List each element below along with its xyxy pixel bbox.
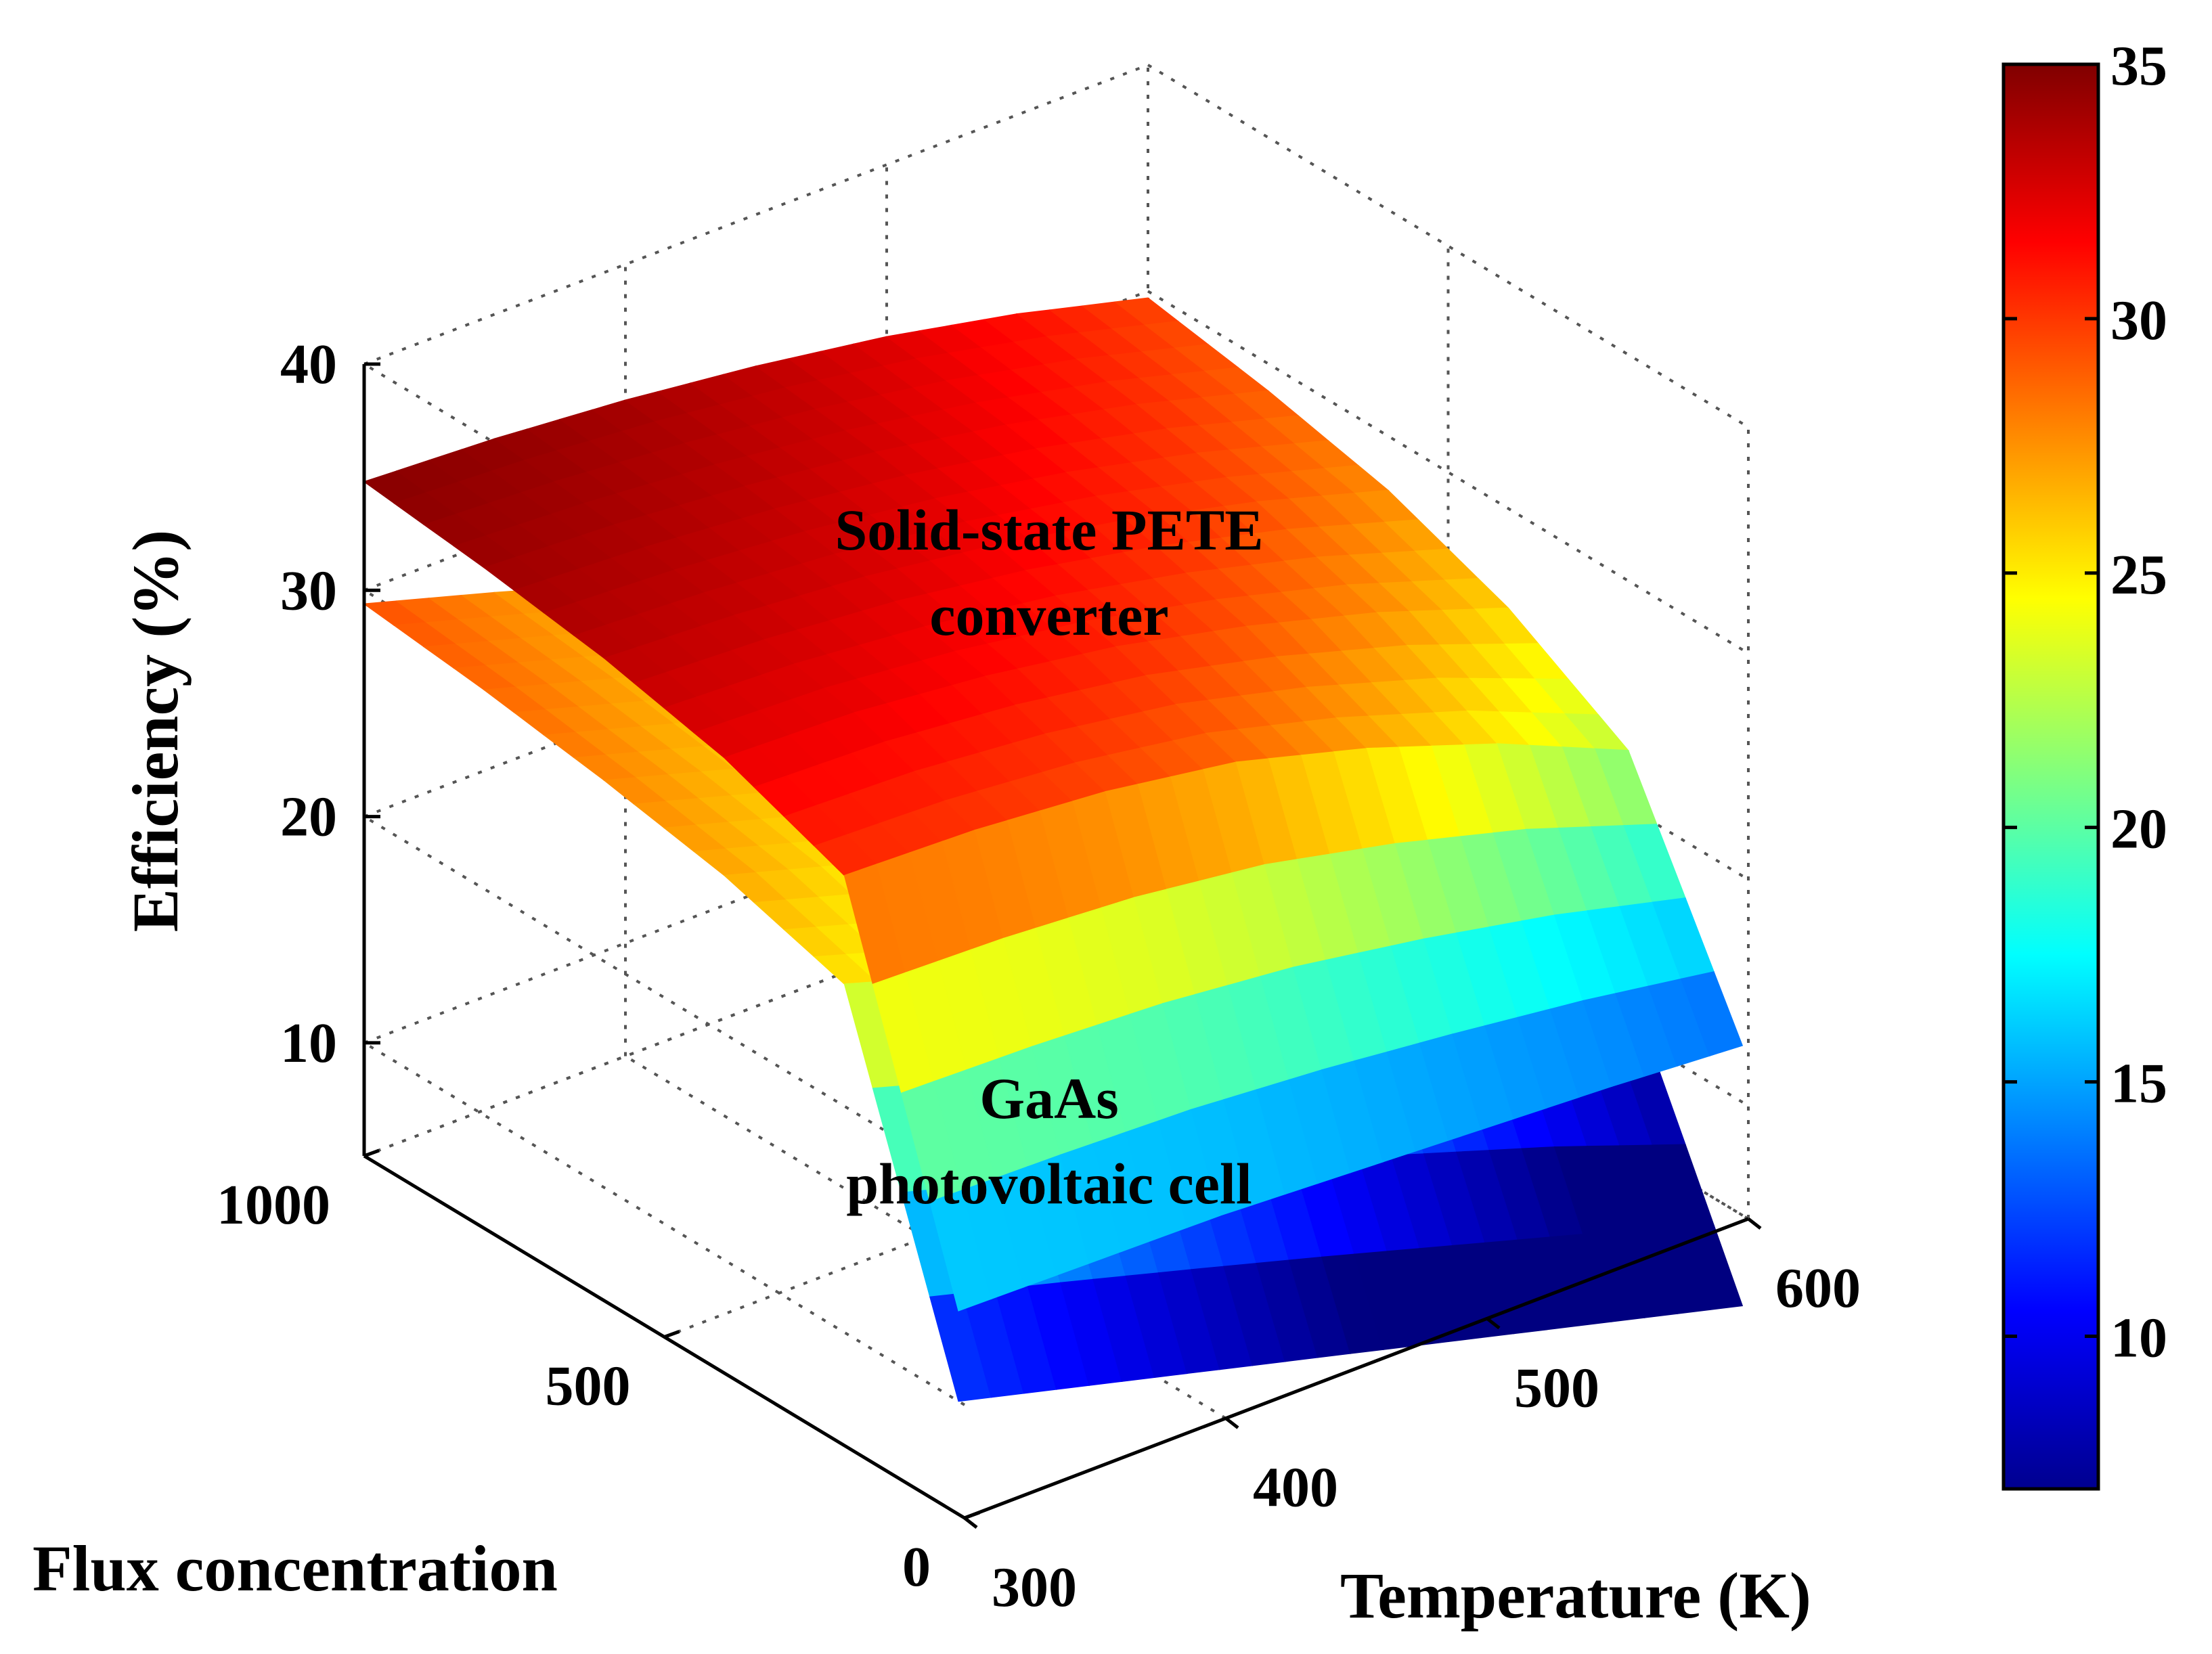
y-tick-mark (964, 1511, 980, 1520)
z-tick-label: 20 (280, 786, 337, 849)
x-tick-label: 300 (992, 1556, 1077, 1619)
colorbar-tick-label: 10 (2110, 1306, 2167, 1369)
x-tick-mark (1747, 1217, 1762, 1230)
x-tick-label: 600 (1775, 1257, 1861, 1320)
pete-label-line1: Solid-state PETE (835, 497, 1263, 562)
grid-floor-x-400 (624, 1054, 1227, 1420)
surface-layer (362, 297, 1744, 1402)
y-axis-title: Flux concentration (32, 1532, 558, 1605)
colorbar-bar (2001, 62, 2100, 1491)
gaas-label-line2: photovoltaic cell (846, 1151, 1252, 1216)
colorbar-tick-label: 35 (2110, 35, 2167, 97)
colorbar-tick-label: 25 (2110, 543, 2167, 606)
x-axis-title: Temperature (K) (1340, 1559, 1811, 1632)
x-tick-label: 500 (1514, 1356, 1599, 1419)
grid-wall-left-z-10 (363, 1042, 966, 1406)
grid-wall-right-z-30 (1147, 290, 1750, 654)
z-axis-title: Efficiency (%) (119, 530, 192, 932)
x-tick-label: 400 (1253, 1456, 1338, 1519)
x-axis-line (964, 1217, 1749, 1520)
colorbar-ticks: 10 15 20 25 30 35 (2004, 35, 2167, 1369)
y-tick-label: 500 (546, 1355, 631, 1418)
y-tick-mark (363, 1148, 380, 1158)
grid-wall-right-z-40 (1147, 64, 1750, 428)
surface-series-0 (363, 297, 1744, 1312)
z-tick-label: 40 (280, 333, 337, 396)
z-tick-label: 10 (280, 1012, 337, 1075)
surface-cell (1680, 971, 1744, 1056)
x-tick-mark (1224, 1416, 1239, 1429)
gaas-label-line1: GaAs (979, 1066, 1118, 1131)
y-tick-label: 1000 (217, 1174, 330, 1236)
colorbar: 10 15 20 25 30 35 (2001, 35, 2167, 1491)
colorbar-tick-label: 30 (2110, 289, 2167, 352)
colorbar-tick-label: 15 (2110, 1052, 2167, 1115)
ticks-layer: 300 400 500 600 0 500 1000 10 20 30 40 (217, 333, 1861, 1619)
z-tick-label: 30 (280, 559, 337, 622)
pete-label-line2: converter (929, 583, 1168, 648)
grid-wall-left-z-40 (363, 363, 966, 728)
grid-wall-left-z-20 (363, 815, 966, 1180)
y-tick-mark (663, 1330, 680, 1339)
y-tick-label: 0 (902, 1536, 931, 1599)
x-tick-mark (1486, 1317, 1501, 1330)
colorbar-tick-label: 20 (2110, 798, 2167, 861)
surface-cell (1680, 1224, 1744, 1311)
x-tick-mark (963, 1517, 978, 1529)
